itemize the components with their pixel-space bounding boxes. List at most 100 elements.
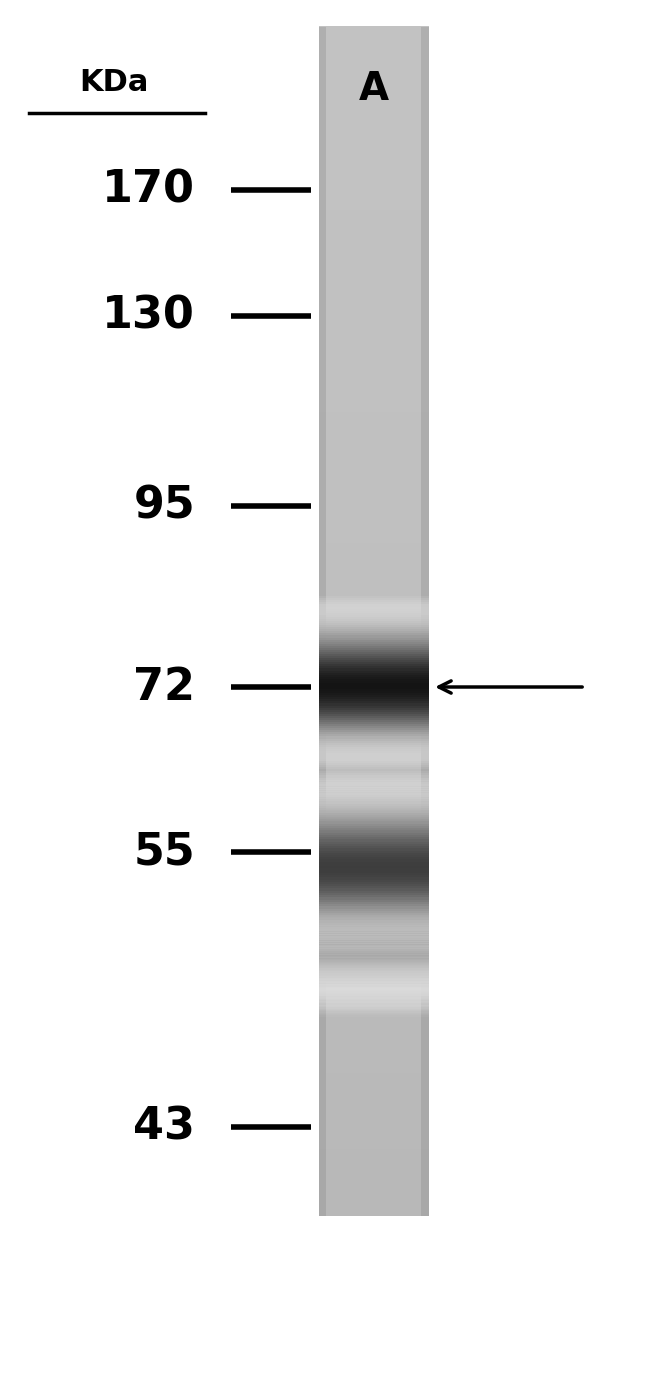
Bar <box>318 506 429 511</box>
Bar <box>318 625 429 635</box>
Bar <box>318 882 429 888</box>
Bar <box>318 98 429 103</box>
Bar <box>318 169 429 174</box>
Bar <box>318 77 429 82</box>
Bar <box>318 925 429 936</box>
Bar <box>318 1036 429 1041</box>
Bar <box>318 778 429 789</box>
Bar <box>318 240 429 246</box>
Bar <box>318 903 429 914</box>
Bar <box>318 541 429 547</box>
Bar <box>318 1191 429 1197</box>
Bar <box>318 721 429 732</box>
Bar <box>318 857 429 868</box>
Bar <box>318 703 429 714</box>
Bar <box>318 1096 429 1101</box>
Bar <box>318 889 429 900</box>
Bar <box>318 655 429 661</box>
Bar <box>318 89 429 95</box>
Bar <box>318 646 429 657</box>
Bar <box>318 933 429 944</box>
Bar <box>318 981 429 992</box>
Bar <box>318 312 429 316</box>
Bar <box>318 999 429 1010</box>
Bar <box>318 938 429 949</box>
Bar <box>318 780 429 790</box>
Bar <box>318 914 429 925</box>
Text: KDa: KDa <box>79 67 148 98</box>
Bar <box>318 447 429 452</box>
Bar <box>318 442 429 448</box>
Bar <box>318 786 429 797</box>
Bar <box>318 890 429 894</box>
Bar <box>318 613 429 618</box>
Bar <box>318 756 429 760</box>
Bar <box>318 901 429 912</box>
Bar <box>318 771 429 782</box>
Bar <box>318 617 429 621</box>
Bar <box>318 180 429 185</box>
Bar <box>318 605 429 610</box>
Bar <box>318 933 429 943</box>
Bar <box>318 600 429 606</box>
Bar <box>318 1092 429 1096</box>
Bar <box>318 712 429 717</box>
Bar <box>318 903 429 912</box>
Bar <box>318 985 429 996</box>
Bar <box>318 550 429 554</box>
Bar <box>318 835 429 846</box>
Bar <box>318 793 429 804</box>
Bar <box>318 635 429 646</box>
Bar <box>318 878 429 889</box>
Bar <box>318 886 429 897</box>
Bar <box>318 482 429 486</box>
Bar <box>318 910 429 921</box>
Bar <box>318 724 429 734</box>
Bar <box>318 889 429 900</box>
Bar <box>318 573 429 578</box>
Bar <box>318 201 429 206</box>
Bar <box>318 245 429 249</box>
Bar <box>318 918 429 929</box>
Bar <box>318 653 429 657</box>
Bar <box>318 708 429 717</box>
Bar <box>318 497 429 503</box>
Bar <box>318 272 429 278</box>
Bar <box>318 43 429 47</box>
Bar <box>318 552 429 558</box>
Bar <box>318 971 429 982</box>
Bar <box>318 1021 429 1026</box>
Bar <box>318 672 429 683</box>
Bar <box>318 742 429 753</box>
Bar <box>318 782 429 793</box>
Bar <box>318 367 429 372</box>
Bar <box>318 426 429 431</box>
Bar <box>318 1179 429 1184</box>
Bar <box>318 929 429 938</box>
Bar <box>318 754 429 765</box>
Bar <box>318 62 429 67</box>
Bar <box>318 941 429 952</box>
Bar <box>318 1124 429 1129</box>
Text: 95: 95 <box>133 484 195 528</box>
Bar <box>318 966 429 977</box>
Bar <box>318 639 429 650</box>
Text: A: A <box>359 70 389 109</box>
Bar <box>318 993 429 998</box>
Bar <box>318 708 429 713</box>
Bar <box>318 827 429 837</box>
Bar <box>318 987 429 998</box>
Bar <box>318 70 429 76</box>
Bar <box>318 687 429 698</box>
Bar <box>318 922 429 933</box>
Bar <box>318 680 429 686</box>
Bar <box>318 741 429 750</box>
Bar <box>318 1198 429 1204</box>
Bar <box>318 1028 429 1033</box>
Bar <box>318 280 429 284</box>
Bar <box>318 905 429 916</box>
Bar <box>318 916 429 927</box>
Text: 170: 170 <box>102 168 195 212</box>
Bar <box>318 1063 429 1069</box>
Bar <box>318 731 429 736</box>
